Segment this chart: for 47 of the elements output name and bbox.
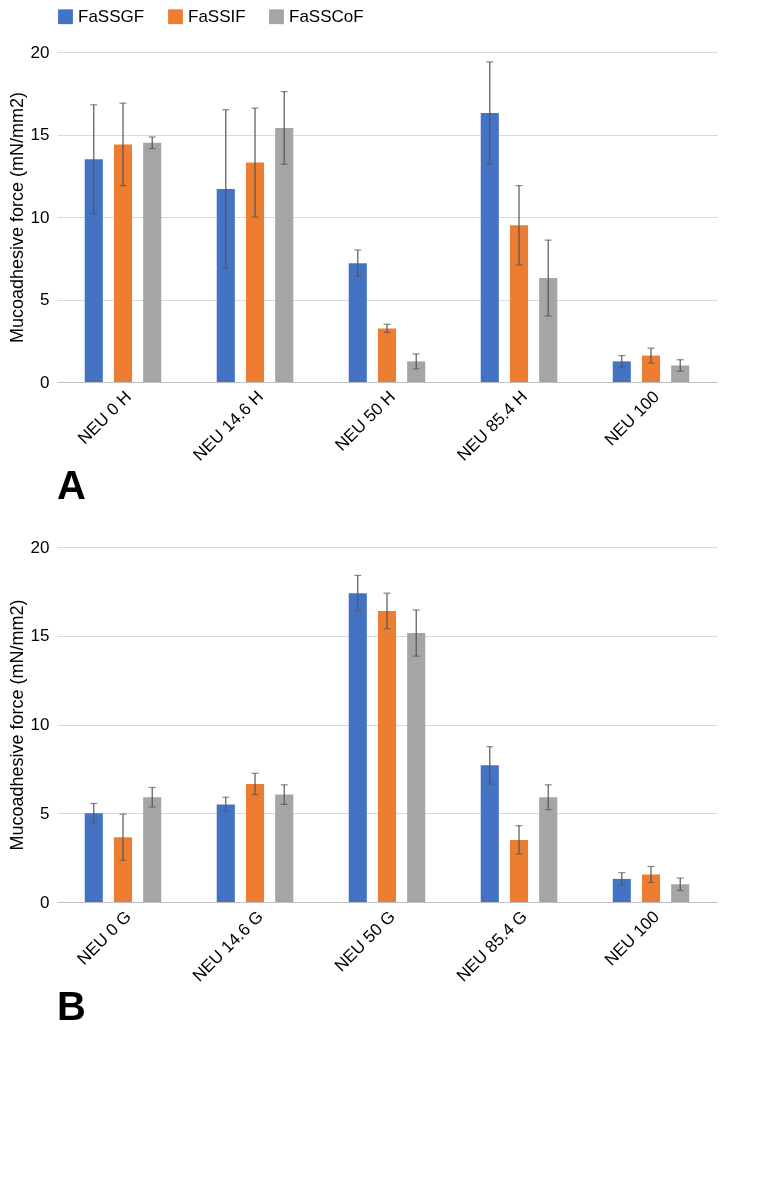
bar: [143, 797, 162, 902]
bar: [216, 804, 235, 902]
bar: [480, 765, 499, 902]
bar: [113, 837, 133, 902]
y-tick-label: 20: [30, 42, 50, 62]
y-tick-label: 0: [40, 372, 50, 392]
bar: [377, 328, 397, 382]
bar: [612, 361, 631, 382]
bar: [641, 874, 661, 902]
bar: [509, 839, 529, 902]
bar: [407, 361, 426, 382]
bar: [671, 365, 690, 382]
y-tick-label: 15: [30, 125, 50, 144]
bar: [216, 188, 235, 382]
bar: [275, 794, 294, 902]
bar: [641, 355, 661, 382]
bar: [407, 633, 426, 902]
legend-label: FaSSIF: [188, 6, 246, 26]
y-axis-title: Mucoadhesive force (mN/mm2): [6, 599, 27, 851]
y-tick-label: 5: [40, 290, 50, 309]
y-tick-label: 10: [30, 715, 50, 734]
bar: [612, 878, 631, 902]
bar: [245, 162, 265, 382]
bar: [671, 884, 690, 902]
text: A: [57, 463, 86, 508]
legend-label: FaSSCoF: [289, 6, 364, 26]
bar: [113, 144, 133, 382]
y-tick-label: 15: [30, 626, 50, 646]
bar: [539, 278, 558, 382]
bar: [348, 263, 367, 382]
legend-label: FaSSGF: [78, 6, 145, 26]
bar: [509, 225, 529, 382]
y-axis-title: Mucoadhesive force (mN/mm2): [6, 91, 27, 344]
bar: [377, 610, 397, 902]
bar: [275, 127, 294, 382]
text: B: [57, 984, 86, 1029]
bar: [348, 593, 367, 902]
bar: [84, 159, 103, 382]
y-tick-label: 10: [30, 207, 50, 227]
y-tick-label: 5: [40, 803, 50, 823]
bar: [84, 813, 103, 902]
y-tick-label: 0: [40, 892, 50, 912]
bar: [539, 797, 558, 902]
bar: [480, 113, 499, 382]
y-tick-label: 20: [30, 537, 50, 557]
bar: [143, 142, 162, 382]
bar: [245, 783, 265, 902]
